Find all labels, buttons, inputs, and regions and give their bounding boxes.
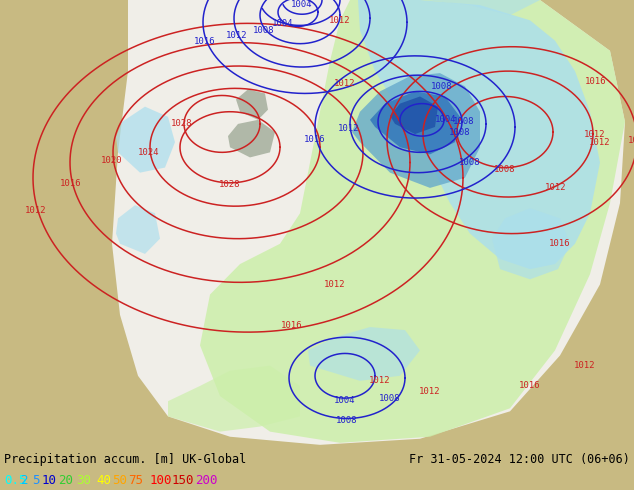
Polygon shape: [116, 205, 160, 254]
Text: 1008: 1008: [336, 416, 358, 425]
Text: 20: 20: [58, 474, 73, 488]
Text: 1008: 1008: [253, 26, 275, 35]
Text: 2: 2: [20, 474, 27, 488]
Polygon shape: [0, 366, 90, 447]
Polygon shape: [0, 0, 120, 61]
Text: 1012: 1012: [369, 376, 391, 385]
Text: 1012: 1012: [589, 138, 611, 147]
Text: 1008: 1008: [459, 158, 481, 167]
Text: 1016: 1016: [194, 37, 216, 46]
Text: 1004: 1004: [334, 395, 356, 405]
Polygon shape: [370, 92, 460, 154]
Text: 150: 150: [172, 474, 195, 488]
Text: 1004: 1004: [436, 115, 456, 124]
Text: 75: 75: [128, 474, 143, 488]
Polygon shape: [116, 107, 175, 172]
Text: 30: 30: [76, 474, 91, 488]
Polygon shape: [570, 0, 634, 71]
Polygon shape: [200, 0, 300, 41]
Text: 0.5: 0.5: [4, 474, 27, 488]
Text: 50: 50: [112, 474, 127, 488]
Text: 10: 10: [42, 474, 57, 488]
Polygon shape: [492, 208, 570, 279]
Polygon shape: [420, 0, 560, 41]
Polygon shape: [0, 244, 30, 447]
Polygon shape: [550, 0, 634, 264]
Text: 1024: 1024: [138, 148, 159, 157]
Text: 1012: 1012: [585, 129, 605, 139]
Text: 1012: 1012: [574, 361, 596, 370]
Text: 1012: 1012: [545, 183, 567, 193]
Text: 1008: 1008: [495, 165, 515, 174]
Text: 1016: 1016: [549, 239, 571, 248]
Text: 1012: 1012: [337, 124, 359, 133]
Text: 1016: 1016: [519, 381, 541, 391]
Text: 1012: 1012: [419, 387, 441, 395]
Polygon shape: [100, 386, 634, 447]
Polygon shape: [390, 97, 438, 134]
Text: 100: 100: [150, 474, 172, 488]
Polygon shape: [228, 120, 275, 157]
Text: 1016: 1016: [304, 135, 325, 144]
Text: Precipitation accum. [m] UK-Global: Precipitation accum. [m] UK-Global: [4, 453, 246, 466]
Text: 1016: 1016: [281, 320, 303, 329]
Text: 1004: 1004: [272, 19, 293, 28]
Text: 1012: 1012: [25, 206, 46, 215]
Text: 1028: 1028: [219, 180, 241, 189]
Polygon shape: [310, 0, 380, 30]
Text: 1008: 1008: [379, 393, 401, 403]
Polygon shape: [236, 89, 268, 120]
Text: 1012: 1012: [226, 31, 247, 40]
Polygon shape: [360, 0, 540, 15]
Text: Fr 31-05-2024 12:00 UTC (06+06): Fr 31-05-2024 12:00 UTC (06+06): [409, 453, 630, 466]
Text: 1008: 1008: [450, 127, 471, 137]
Text: 1008: 1008: [453, 118, 475, 126]
Polygon shape: [610, 0, 634, 163]
Text: 1028: 1028: [171, 120, 193, 128]
Text: 1016: 1016: [585, 77, 607, 86]
Polygon shape: [0, 0, 80, 163]
Text: 1004: 1004: [291, 0, 313, 9]
Text: 200: 200: [195, 474, 217, 488]
Polygon shape: [308, 327, 420, 381]
Polygon shape: [358, 0, 600, 269]
Text: 1016: 1016: [60, 179, 81, 188]
Polygon shape: [168, 366, 300, 432]
Text: 5: 5: [32, 474, 39, 488]
Polygon shape: [200, 0, 625, 443]
Text: 40: 40: [96, 474, 111, 488]
Polygon shape: [500, 244, 634, 447]
Polygon shape: [112, 0, 625, 445]
Text: 1012: 1012: [334, 79, 356, 88]
Text: 1020: 1020: [101, 155, 122, 165]
Text: 1016: 1016: [628, 136, 634, 145]
Text: 1012: 1012: [329, 16, 351, 25]
Text: 1008: 1008: [431, 82, 453, 91]
Polygon shape: [352, 73, 480, 188]
Text: 1012: 1012: [324, 280, 346, 289]
